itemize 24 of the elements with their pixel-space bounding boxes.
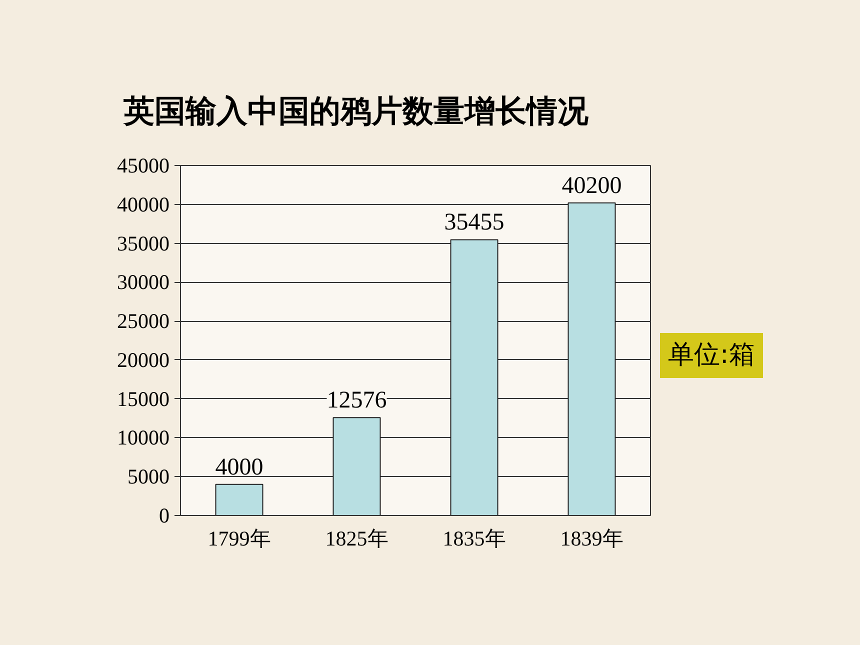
data-label: 35455 bbox=[444, 210, 504, 236]
y-tick-label: 15000 bbox=[117, 386, 170, 411]
y-tick-label: 45000 bbox=[117, 154, 170, 178]
text: 单位:箱 bbox=[660, 333, 763, 378]
bar bbox=[215, 484, 264, 516]
y-tick-label: 20000 bbox=[117, 348, 170, 372]
y-tick-label: 35000 bbox=[117, 231, 170, 256]
data-label: 4000 bbox=[215, 454, 264, 480]
bar bbox=[450, 239, 498, 516]
x-tick-label: 1799年 bbox=[208, 526, 271, 550]
bar bbox=[332, 417, 381, 516]
chart-title: 英国输入中国的鸦片数量增长情况 bbox=[122, 94, 590, 130]
bar bbox=[568, 202, 616, 516]
y-tick-label: 10000 bbox=[117, 426, 170, 450]
x-tick-label: 1825年 bbox=[325, 526, 388, 550]
y-tick-label: 25000 bbox=[117, 309, 170, 334]
data-label: 40200 bbox=[562, 172, 622, 199]
data-label: 12576 bbox=[326, 388, 387, 414]
y-tick-label: 30000 bbox=[117, 270, 170, 294]
y-tick-label: 40000 bbox=[117, 192, 170, 216]
x-tick-label: 1839年 bbox=[560, 526, 624, 550]
y-tick-label: 0 bbox=[159, 504, 170, 528]
x-tick-label: 1835年 bbox=[442, 526, 506, 550]
y-tick-label: 5000 bbox=[128, 464, 170, 489]
